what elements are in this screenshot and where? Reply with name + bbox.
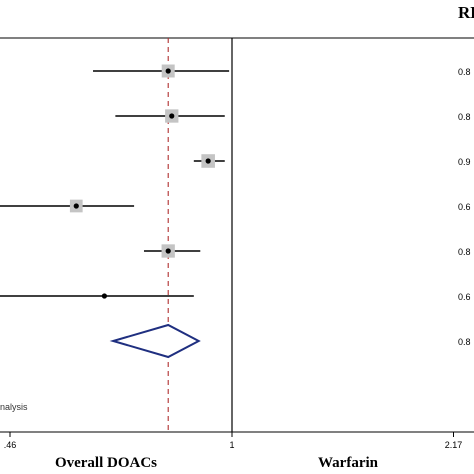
tick-label: 2.17 (445, 440, 463, 450)
tick-label: 1 (229, 440, 234, 450)
favours-right-label: Warfarin (318, 455, 379, 471)
study-rows: 0.8 0.8 0.9 0.6 0.8 0.6 (0, 64, 471, 302)
point-estimate (101, 293, 108, 299)
footnote: nalysis (0, 402, 28, 412)
point-estimate (165, 68, 171, 74)
point-estimate (205, 158, 211, 164)
estimate-label: 0.8 (458, 67, 471, 77)
tick-label: .46 (4, 440, 17, 450)
overall-estimate: 0.8 (109, 323, 471, 359)
estimate-label: 0.6 (458, 202, 471, 212)
estimate-label: 0.8 (458, 247, 471, 257)
point-estimate (73, 203, 79, 209)
favours-left-label: Overall DOACs (55, 455, 157, 471)
study-row-4: 0.6 (0, 199, 471, 213)
study-row-3: 0.9 (193, 154, 471, 168)
plot-frame (0, 37, 474, 432)
study-row-6: 0.6 (0, 292, 471, 302)
estimate-label: 0.6 (458, 292, 471, 302)
study-row-1: 0.8 (93, 64, 471, 78)
column-header: RR (458, 3, 474, 22)
estimate-label: 0.9 (458, 157, 471, 167)
study-row-5: 0.8 (143, 244, 471, 258)
x-axis: .46 1 2.17 (0, 431, 474, 450)
estimate-label: 0.8 (458, 112, 471, 122)
point-estimate (165, 248, 171, 254)
overall-estimate-label: 0.8 (458, 337, 471, 347)
point-estimate (169, 113, 175, 119)
overall-diamond (109, 323, 201, 359)
study-row-2: 0.8 (115, 109, 471, 123)
